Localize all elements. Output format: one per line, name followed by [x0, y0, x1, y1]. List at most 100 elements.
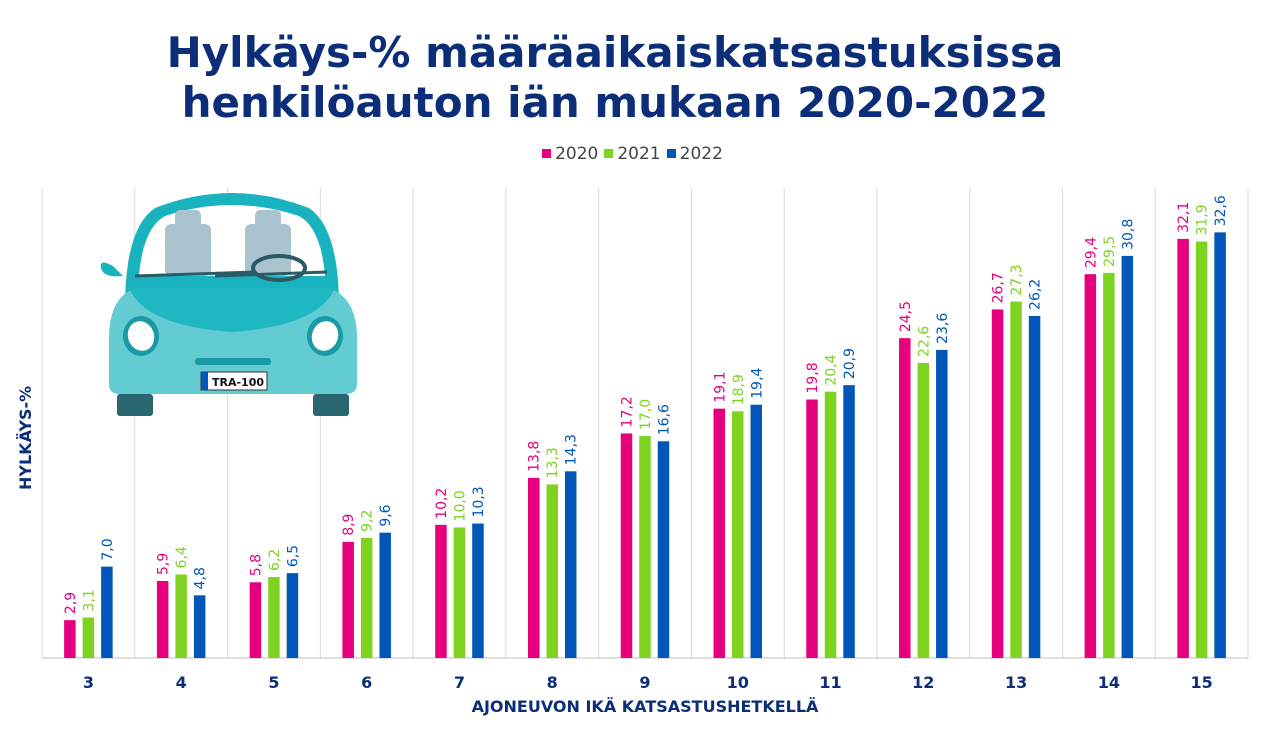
data-label: 8,9 [341, 514, 357, 536]
bar-2021 [175, 574, 187, 658]
bar-2022 [379, 532, 391, 658]
car-wheel-right [313, 394, 349, 416]
bar-2022 [936, 349, 948, 658]
data-label: 27,3 [1009, 264, 1025, 295]
data-label: 26,2 [1028, 279, 1044, 310]
car-mirror [100, 262, 123, 277]
data-label: 20,9 [842, 348, 858, 379]
data-label: 5,9 [156, 553, 172, 575]
bar-2020 [156, 580, 169, 658]
data-label: 17,2 [620, 396, 636, 427]
data-label: 32,1 [1176, 202, 1192, 233]
bar-2020 [1084, 274, 1097, 658]
bar-2022 [472, 523, 484, 658]
car-headlight-left [127, 321, 155, 351]
x-tick-label: 12 [912, 673, 934, 692]
data-label: 14,3 [564, 434, 580, 465]
car-illustration: TRA-100 [100, 193, 357, 416]
data-label: 17,0 [638, 399, 654, 430]
data-label: 9,2 [360, 510, 376, 532]
data-label: 24,5 [898, 301, 914, 332]
bar-2022 [1121, 255, 1134, 658]
x-tick-label: 7 [454, 673, 465, 692]
x-tick-label: 15 [1190, 673, 1212, 692]
chart-title-line1: Hylkäys-% määräaikaiskatsastuksissa [166, 28, 1064, 77]
bar-2020 [1177, 238, 1189, 658]
x-tick-label: 10 [727, 673, 749, 692]
data-label: 10,3 [471, 486, 487, 517]
bar-2020 [991, 309, 1004, 658]
bar-2020 [713, 408, 726, 658]
legend-item-2022: 2022 [666, 144, 723, 164]
y-axis-label: HYLKÄYS-% [16, 385, 35, 490]
bar-2021 [1195, 241, 1208, 658]
data-label: 19,4 [749, 367, 765, 398]
bar-2021 [732, 411, 744, 658]
bar-2020 [435, 524, 447, 658]
x-tick-label: 11 [819, 673, 841, 692]
data-label: 29,4 [1083, 237, 1099, 268]
data-label: 9,6 [378, 504, 394, 526]
bar-2020 [64, 620, 76, 658]
data-label: 18,9 [731, 374, 747, 405]
bar-2020 [806, 399, 818, 658]
x-tick-label: 6 [361, 673, 372, 692]
bar-2022 [193, 595, 206, 658]
bar-2021 [453, 527, 466, 658]
legend-label: 2020 [555, 144, 599, 164]
bar-2021 [268, 577, 280, 658]
bar-2022 [101, 566, 113, 658]
legend-label: 2022 [679, 144, 723, 164]
x-tick-label: 8 [547, 673, 558, 692]
bar-2020 [899, 338, 911, 658]
data-label: 20,4 [824, 354, 840, 385]
x-tick-label: 5 [268, 673, 279, 692]
bar-2021 [1010, 301, 1022, 658]
bar-2020 [527, 477, 540, 658]
bar-2020 [342, 541, 354, 658]
x-tick-label: 4 [176, 673, 187, 692]
legend: 2020 2021 2022 [0, 144, 1265, 164]
data-label: 30,8 [1120, 219, 1136, 250]
x-tick-label: 13 [1005, 673, 1027, 692]
x-axis-label: AJONEUVON IKÄ KATSASTUSHETKELLÄ [471, 697, 819, 716]
data-label: 6,5 [285, 545, 301, 567]
data-label: 32,6 [1213, 195, 1229, 226]
data-label: 26,7 [991, 272, 1007, 303]
legend-swatch [542, 149, 552, 158]
bar-2020 [620, 433, 633, 658]
bar-2022 [286, 573, 299, 658]
car-steering-wheel [251, 254, 307, 282]
data-label: 31,9 [1195, 204, 1211, 235]
bar-2022 [657, 441, 670, 658]
data-label: 2,9 [63, 592, 79, 614]
x-tick-label: 14 [1098, 673, 1120, 692]
x-tick-label: 9 [639, 673, 650, 692]
car-seat-left [165, 224, 211, 276]
x-tick-label: 3 [83, 673, 94, 692]
legend-swatch [604, 149, 614, 158]
bar-2021 [360, 537, 373, 658]
legend-swatch [666, 149, 676, 158]
data-label: 6,2 [267, 549, 283, 571]
data-label: 3,1 [81, 589, 97, 611]
bar-2021 [917, 362, 930, 658]
bar-2022 [843, 385, 855, 658]
license-plate-text: TRA-100 [212, 376, 264, 389]
data-label: 22,6 [916, 326, 932, 357]
bar-2021 [82, 617, 95, 658]
bar-2022 [1214, 232, 1226, 658]
data-label: 10,0 [452, 490, 468, 521]
bar-2021 [824, 391, 837, 658]
legend-item-2021: 2021 [604, 144, 661, 164]
chart-title-line2: henkilöauton iän mukaan 2020-2022 [181, 78, 1049, 127]
legend-label: 2021 [617, 144, 661, 164]
bar-2020 [249, 582, 262, 658]
data-label: 19,1 [712, 371, 728, 402]
bar-2021 [546, 484, 558, 658]
data-label: 10,2 [434, 488, 450, 519]
data-label: 13,3 [545, 447, 561, 478]
data-label: 5,8 [248, 554, 264, 576]
bar-2021 [639, 436, 651, 658]
